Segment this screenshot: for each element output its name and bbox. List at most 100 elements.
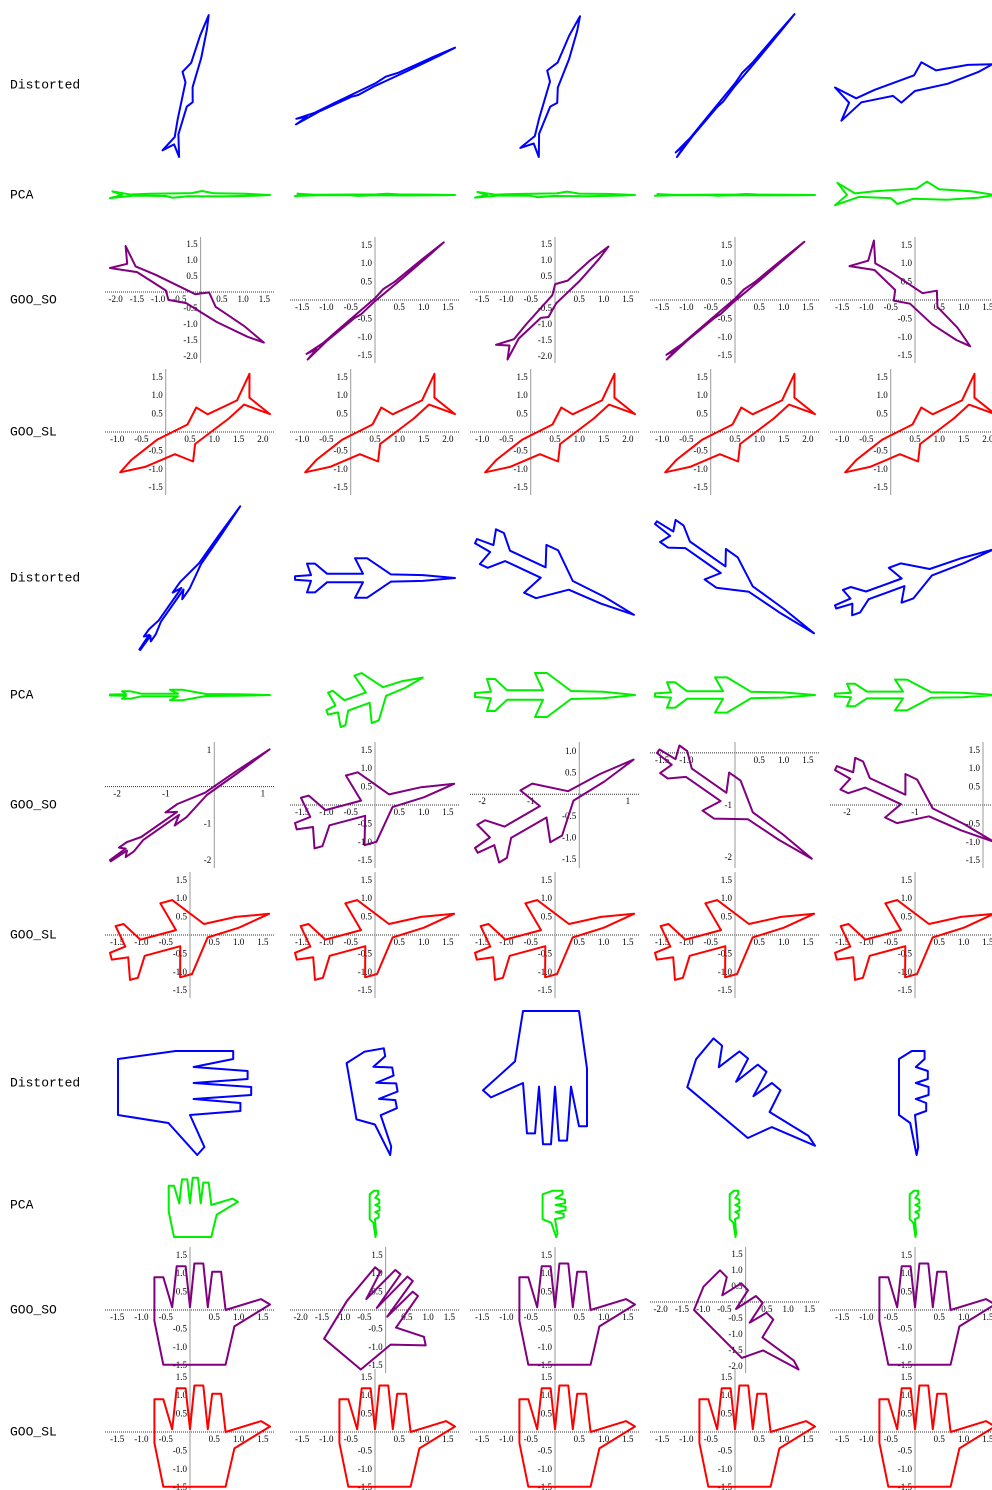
y-tick-label: 1.5	[176, 1372, 188, 1382]
x-tick-label: -2	[843, 807, 851, 817]
panel: -2.0 -1.5 -1.0 -0.5 0.5 1.0 1.5 1.5 1.0 0.5 -0.5 -1…	[105, 237, 275, 363]
panel: -1.5 -1.0 -0.5 0.5 1.0 1.51.51.00.5-0.5-1.0-1…	[290, 1369, 460, 1490]
shape-outline	[474, 528, 635, 616]
y-tick-label: 0.5	[361, 782, 373, 792]
y-tick-label: 1.0	[361, 763, 373, 773]
y-tick-label: 0.5	[876, 409, 888, 419]
x-tick-label: -1.0	[319, 937, 334, 947]
shape-outline	[109, 748, 271, 863]
x-tick-label: 1.5	[802, 755, 814, 765]
y-tick-label: 0.5	[565, 768, 577, 778]
shape-outline	[898, 1050, 930, 1156]
x-tick-label: 0.5	[394, 807, 406, 817]
row-label: PCA	[10, 187, 34, 202]
y-tick-label: -1.5	[562, 854, 577, 864]
shape-outline	[294, 557, 456, 599]
shape-outline	[665, 240, 806, 361]
shape-outline	[109, 899, 271, 981]
y-tick-label: 1.0	[541, 255, 553, 265]
y-tick-label: 1.5	[901, 1372, 913, 1382]
y-tick-label: -1.5	[368, 1360, 383, 1370]
x-tick-label: -0.5	[884, 1434, 899, 1444]
x-tick-label: -0.5	[679, 434, 694, 444]
x-tick-label: 1.5	[233, 434, 245, 444]
x-tick-label: -2	[478, 796, 486, 806]
y-tick-label: 0.5	[721, 277, 733, 287]
x-tick-label: -1.0	[859, 1312, 874, 1322]
shape-outline	[834, 899, 992, 981]
y-tick-label: -0.5	[183, 303, 198, 313]
y-tick-label: -1	[725, 800, 733, 810]
y-tick-label: -1.0	[728, 1329, 743, 1339]
row-label: GOO_SL	[10, 424, 57, 439]
x-tick-label: -1.0	[319, 302, 334, 312]
x-tick-label: -1.0	[336, 1312, 351, 1322]
shape-outline	[878, 1384, 992, 1488]
y-tick-label: -1.0	[148, 464, 163, 474]
y-tick-label: 0.5	[371, 1287, 383, 1297]
shape-outline	[294, 899, 456, 981]
x-tick-label: -0.5	[499, 434, 514, 444]
x-tick-label: 1.5	[442, 807, 454, 817]
y-tick-label: -1.5	[183, 335, 198, 345]
row-label: GOO_SO	[10, 797, 57, 812]
y-tick-label: -0.5	[873, 445, 888, 455]
x-tick-label: -0.5	[159, 937, 174, 947]
shape-outline	[109, 245, 265, 344]
x-tick-label: -1.5	[130, 294, 145, 304]
y-tick-label: -1.5	[718, 350, 733, 360]
x-tick-label: -1.0	[859, 302, 874, 312]
x-tick-label: 1.5	[598, 434, 610, 444]
panel: -1.5 -1.0 -0.5 0.5 1.0 1.51.51.00.5-0.5-1.0-1…	[290, 742, 460, 868]
shape-outline	[518, 1262, 636, 1366]
shape-outline	[368, 1189, 381, 1238]
x-tick-label: -1.0	[679, 755, 694, 765]
shape-outline	[654, 676, 816, 714]
y-tick-label: -0.5	[358, 313, 373, 323]
y-tick-label: 1.0	[541, 1268, 553, 1278]
shape-outline	[109, 688, 271, 702]
x-tick-label: 2.0	[442, 434, 454, 444]
y-tick-label: 1.0	[516, 390, 528, 400]
panel: -1.0 -0.5 0.5 1.0 1.5 2.0 1.5 1.0 0.5 -0.5 -1.0 -1.…	[830, 369, 992, 495]
shape-outline	[119, 372, 271, 474]
panel: -1.5 -1.0 -0.5 0.5 1.0 1.51.51.00.5-0.5-1.0-1…	[290, 237, 460, 363]
y-tick-label: -1.0	[898, 1464, 913, 1474]
x-tick-label: 1.0	[394, 434, 406, 444]
shape-outline	[153, 1262, 271, 1366]
panel	[117, 1050, 253, 1156]
shape-outline	[654, 518, 815, 635]
x-tick-label: -1	[527, 796, 535, 806]
panel: -1.5 -1.0 -0.5 0.5 1.0 1.51.51.00.5-0.5-1.0-1…	[650, 872, 820, 998]
x-tick-label: -1.0	[499, 294, 514, 304]
x-tick-label: -1.5	[295, 807, 310, 817]
row-label: GOO_SO	[10, 1302, 57, 1317]
x-tick-label: 1.0	[958, 937, 970, 947]
panel	[294, 557, 456, 599]
y-tick-label: -1.5	[513, 482, 528, 492]
y-tick-label: -1.5	[538, 335, 553, 345]
y-tick-label: 0.5	[541, 912, 553, 922]
shape-outline	[338, 1384, 456, 1488]
y-tick-label: -0.5	[358, 1445, 373, 1455]
panel: -1.5 -1.0 -0.5 0.5 1.0 1.51.51.00.5-0.5-1.0-1…	[105, 872, 275, 998]
x-tick-label: 1.5	[257, 1434, 269, 1444]
panel	[138, 505, 242, 651]
x-tick-label: -1.5	[475, 937, 490, 947]
y-tick-label: 1.0	[176, 893, 188, 903]
y-tick-label: 1.5	[721, 240, 733, 250]
y-tick-label: 0.5	[176, 1409, 188, 1419]
panel	[519, 15, 581, 158]
y-tick-label: 1.5	[731, 1249, 743, 1259]
x-tick-label: -2.0	[654, 1304, 669, 1314]
y-tick-label: 0.5	[176, 1287, 188, 1297]
y-tick-label: 0.5	[516, 409, 528, 419]
y-tick-label: 1.5	[876, 372, 888, 382]
y-tick-label: 1.0	[721, 893, 733, 903]
y-tick-label: -0.5	[173, 1445, 188, 1455]
panel: -1.5 -1.0 -0.5 0.5 1.0 1.51.51.00.5-0.5-1.0-1…	[830, 1247, 992, 1373]
y-tick-label: 1.0	[176, 1390, 188, 1400]
y-tick-label: 1.0	[541, 893, 553, 903]
y-tick-label: -1.5	[358, 985, 373, 995]
panel	[167, 1176, 239, 1238]
